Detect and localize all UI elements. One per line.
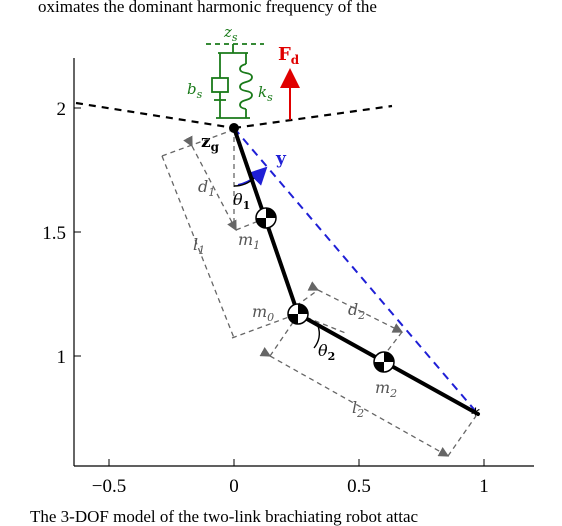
label-m1: m1 — [238, 230, 260, 252]
mass-marker-m2 — [373, 351, 395, 373]
label-d1: d1 — [198, 177, 215, 199]
y-tick-label: 2 — [57, 99, 67, 120]
x-tick-label: 0.5 — [347, 476, 371, 497]
dimension-lines — [161, 130, 477, 457]
x-tick-label: −0.5 — [92, 476, 126, 497]
label-theta1: θ1 — [233, 190, 250, 212]
label-zs: zs — [223, 23, 238, 44]
label-d2: d2 — [348, 300, 365, 322]
label-m2: m2 — [375, 378, 397, 400]
end-effector-marker: * — [471, 405, 480, 426]
ceiling-dashed-right — [233, 104, 393, 130]
theta2-arc — [313, 325, 321, 349]
bottom-caption: The 3-DOF model of the two-link brachiat… — [30, 507, 419, 526]
label-l1: l1 — [193, 235, 205, 257]
blue-dashed-line — [233, 127, 479, 415]
top-caption: oximates the dominant harmonic frequency… — [38, 0, 377, 16]
label-theta2: θ2 — [318, 341, 335, 363]
axes: −0.5 0 0.5 1 1 1.5 2 — [42, 58, 534, 497]
mass-marker-m0 — [287, 303, 309, 325]
x-tick-label: 0 — [229, 476, 239, 497]
x-tick-label: 1 — [479, 476, 489, 497]
y-tick-label: 1.5 — [42, 223, 66, 244]
ceiling-dashed-left — [75, 101, 235, 130]
label-ks: ks — [258, 83, 273, 104]
mass-marker-m1 — [255, 207, 277, 229]
label-Fd: Fd — [278, 44, 300, 67]
label-m0: m0 — [252, 302, 274, 324]
spring-damper — [206, 43, 264, 119]
label-l2: l2 — [352, 398, 364, 420]
label-y: y — [275, 149, 287, 169]
label-bs: bs — [187, 80, 203, 101]
pivot-joint — [229, 123, 239, 133]
y-tick-label: 1 — [57, 347, 67, 368]
